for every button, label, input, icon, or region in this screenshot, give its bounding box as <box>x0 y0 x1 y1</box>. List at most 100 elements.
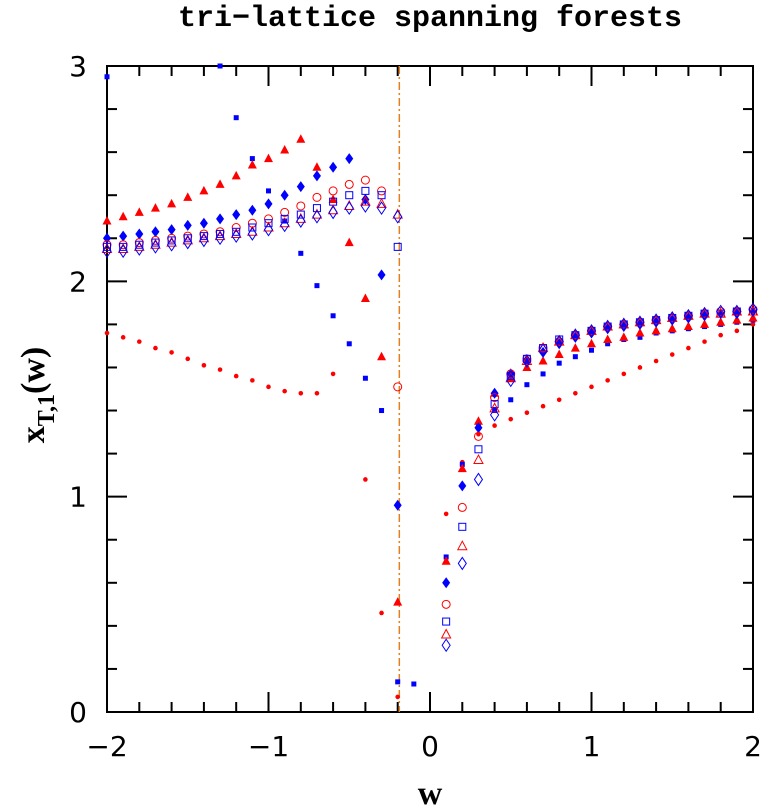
data-point <box>699 307 710 318</box>
data-point <box>217 63 223 69</box>
data-point <box>120 335 126 340</box>
data-point <box>314 391 320 396</box>
data-point <box>716 308 725 320</box>
data-point <box>330 371 336 377</box>
data-point <box>248 204 257 216</box>
data-point <box>457 463 467 473</box>
data-point <box>732 315 742 324</box>
data-point <box>651 313 661 327</box>
data-point <box>440 628 452 639</box>
data-point <box>457 502 467 512</box>
data-point <box>570 343 580 352</box>
data-point <box>362 375 368 381</box>
data-point <box>118 211 128 221</box>
data-point <box>296 134 306 143</box>
data-point <box>344 237 354 247</box>
data-point <box>217 367 223 372</box>
data-point <box>360 175 370 185</box>
data-point <box>166 237 177 252</box>
data-point <box>748 312 758 322</box>
data-point <box>280 144 290 154</box>
x-tick-label: 1 <box>583 730 601 763</box>
data-point <box>637 365 643 370</box>
data-point <box>233 373 239 379</box>
data-point <box>328 205 338 220</box>
data-point <box>167 198 177 208</box>
data-point <box>683 321 693 331</box>
data-point <box>508 416 514 422</box>
data-point <box>393 382 403 392</box>
data-point <box>473 472 484 487</box>
data-point <box>298 391 304 396</box>
data-point <box>490 400 499 409</box>
x-tick-label: 0 <box>421 730 439 763</box>
data-point <box>264 219 273 228</box>
data-point <box>312 162 322 171</box>
data-point <box>492 423 497 428</box>
data-point <box>666 311 678 322</box>
data-point <box>314 283 320 289</box>
data-point <box>553 335 565 346</box>
data-point <box>280 214 289 223</box>
data-point <box>248 223 257 232</box>
data-point <box>667 323 677 333</box>
data-point <box>231 170 241 180</box>
data-point <box>199 185 209 195</box>
data-point <box>119 230 128 242</box>
data-point <box>650 314 662 325</box>
data-point <box>556 360 562 366</box>
data-point <box>473 416 483 425</box>
data-point <box>233 115 239 121</box>
data-point <box>489 407 500 422</box>
data-point <box>524 382 530 388</box>
data-point <box>635 328 645 337</box>
data-point <box>490 393 500 403</box>
data-point <box>702 339 707 344</box>
data-point <box>441 599 451 609</box>
data-point <box>605 378 610 383</box>
data-point <box>554 334 564 349</box>
data-point <box>330 313 336 319</box>
data-point <box>443 511 449 517</box>
data-point <box>589 347 594 353</box>
data-point <box>411 681 417 687</box>
data-point <box>619 317 629 332</box>
data-point <box>748 302 758 317</box>
data-point <box>263 222 274 237</box>
data-point <box>473 453 484 465</box>
data-point <box>215 231 225 246</box>
data-point <box>716 317 726 326</box>
data-point <box>538 356 548 365</box>
data-point <box>683 309 694 320</box>
data-point <box>586 323 597 338</box>
data-point <box>749 305 757 317</box>
data-point <box>618 318 630 329</box>
data-point <box>104 330 110 336</box>
x-axis-label: w <box>418 775 443 810</box>
data-point <box>201 363 207 368</box>
data-point <box>586 324 597 335</box>
data-point <box>377 186 387 196</box>
data-point <box>183 192 193 201</box>
data-point <box>508 397 514 403</box>
y-tick-label: 3 <box>69 50 87 83</box>
data-point <box>104 74 110 80</box>
data-point <box>653 358 659 364</box>
data-point <box>540 403 546 409</box>
data-point <box>266 384 271 390</box>
data-point <box>135 228 144 240</box>
data-point <box>150 239 161 254</box>
data-point <box>587 338 596 348</box>
x-tick-label: 2 <box>744 730 762 763</box>
data-point <box>605 341 611 347</box>
data-point <box>718 332 723 338</box>
data-point <box>489 402 500 413</box>
data-point <box>379 408 385 414</box>
data-point <box>345 191 354 200</box>
data-point <box>102 216 112 225</box>
data-point <box>456 540 468 551</box>
data-point <box>377 269 386 281</box>
data-point <box>572 354 578 360</box>
plot-frame <box>106 65 754 713</box>
data-point <box>183 235 193 250</box>
